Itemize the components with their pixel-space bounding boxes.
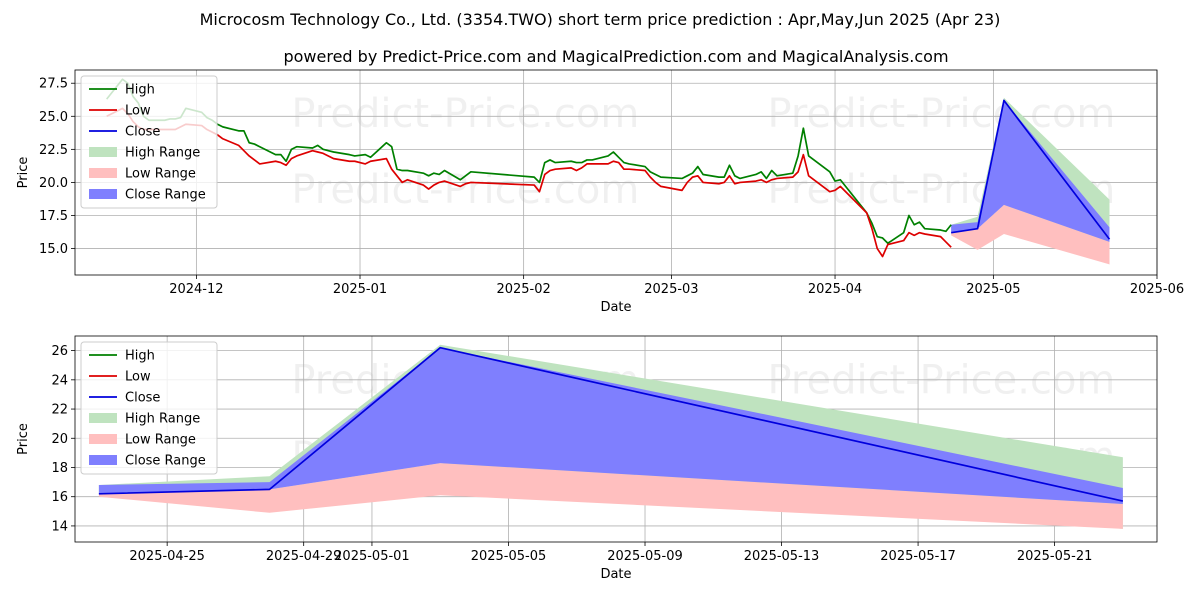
y-axis-label: Price <box>16 423 31 455</box>
y-tick-label: 26 <box>51 344 68 359</box>
y-tick-label: 16 <box>51 490 68 505</box>
close-range-band <box>98 347 1123 505</box>
plot-area <box>106 78 1111 265</box>
x-tick-label: 2025-05 <box>966 282 1020 297</box>
legend-label: Close <box>125 391 160 406</box>
x-tick-label: 2025-05-13 <box>744 549 820 564</box>
watermark-text: Predict-Price.com <box>291 167 639 213</box>
watermark-text: Predict-Price.com <box>767 357 1115 403</box>
x-tick-label: 2025-05-09 <box>607 549 683 564</box>
legend-swatch-patch <box>89 147 117 157</box>
x-tick-label: 2025-04 <box>808 282 862 297</box>
y-tick-label: 22.5 <box>39 143 68 158</box>
x-axis-label: Date <box>600 567 631 582</box>
legend-item: Low Range <box>89 433 196 448</box>
legend-label: High <box>125 349 155 364</box>
y-tick-label: 17.5 <box>39 209 68 224</box>
legend-item: High <box>89 349 155 364</box>
legend-label: Low Range <box>125 167 196 182</box>
axes-frame <box>74 69 1158 276</box>
legend-label: High Range <box>125 412 200 427</box>
legend-swatch-patch <box>89 168 117 178</box>
chart-subtitle: powered by Predict-Price.com and Magical… <box>283 47 948 66</box>
legend-label: Close Range <box>125 454 206 469</box>
x-tick-label: 2025-05-01 <box>334 549 410 564</box>
top-chart: Predict-Price.com Predict-Price.com Predic… <box>16 69 1184 315</box>
y-tick-label: 25.0 <box>39 110 68 125</box>
legend-label: High <box>125 83 155 98</box>
chart-title: Microcosm Technology Co., Ltd. (3354.TWO… <box>200 10 1001 29</box>
legend-item: High Range <box>89 146 200 161</box>
legend-label: Low Range <box>125 433 196 448</box>
legend-item: Close Range <box>89 188 206 203</box>
bottom-chart: Predict-Price.comPredict-Price.comPredic… <box>16 335 1158 582</box>
watermark-text: Predict-Price.com <box>291 91 639 137</box>
legend: High Low Close High Range Low Range Close Ran… <box>80 341 218 475</box>
legend-item: Close Range <box>89 454 206 469</box>
y-tick-label: 20.0 <box>39 176 68 191</box>
low-range-band <box>98 463 1123 529</box>
legend-swatch-patch <box>89 189 117 199</box>
low-line <box>106 107 952 258</box>
close-range-band <box>951 100 1110 242</box>
legend-item: Low <box>89 370 151 385</box>
legend-swatch-patch <box>89 455 117 465</box>
legend-item: Low Range <box>89 167 196 182</box>
legend-label: Close <box>125 125 160 140</box>
y-tick-label: 14 <box>51 519 68 534</box>
y-tick-label: 22 <box>51 403 68 418</box>
legend-label: Close Range <box>125 188 206 203</box>
low-range-band <box>951 204 1110 265</box>
axes-frame <box>74 335 1158 543</box>
legend-label: High Range <box>125 146 200 161</box>
y-axis-label: Price <box>16 157 31 189</box>
watermark-text: Predict-Price.com <box>767 91 1115 137</box>
x-tick-label: 2025-06 <box>1130 282 1184 297</box>
x-tick-label: 2024-12 <box>169 282 223 297</box>
y-tick-label: 18 <box>51 461 68 476</box>
x-tick-label: 2025-05-21 <box>1017 549 1093 564</box>
legend-swatch-patch <box>89 413 117 423</box>
legend-item: Close <box>89 125 160 140</box>
legend-item: Close <box>89 391 160 406</box>
legend-label: Low <box>125 104 151 119</box>
x-tick-label: 2025-01 <box>333 282 387 297</box>
legend-label: Low <box>125 370 151 385</box>
x-tick-label: 2025-04-25 <box>129 549 205 564</box>
legend-item: High Range <box>89 412 200 427</box>
close-line <box>98 346 1124 502</box>
y-tick-label: 20 <box>51 432 68 447</box>
legend-item: Low <box>89 104 151 119</box>
x-tick-label: 2025-05-17 <box>880 549 956 564</box>
y-tick-label: 24 <box>51 373 68 388</box>
x-tick-label: 2025-04-29 <box>266 549 342 564</box>
x-tick-label: 2025-02 <box>496 282 550 297</box>
legend-swatch-patch <box>89 434 117 444</box>
x-axis-label: Date <box>600 300 631 315</box>
y-tick-label: 15.0 <box>39 242 68 257</box>
x-tick-label: 2025-05-05 <box>471 549 547 564</box>
close-line <box>951 99 1111 240</box>
legend: High Low Close High Range Low Range Close Ran… <box>80 75 218 209</box>
y-tick-label: 27.5 <box>39 77 68 92</box>
legend-item: High <box>89 83 155 98</box>
plot-area <box>98 344 1124 529</box>
x-tick-label: 2025-03 <box>644 282 698 297</box>
high-line <box>106 78 952 245</box>
